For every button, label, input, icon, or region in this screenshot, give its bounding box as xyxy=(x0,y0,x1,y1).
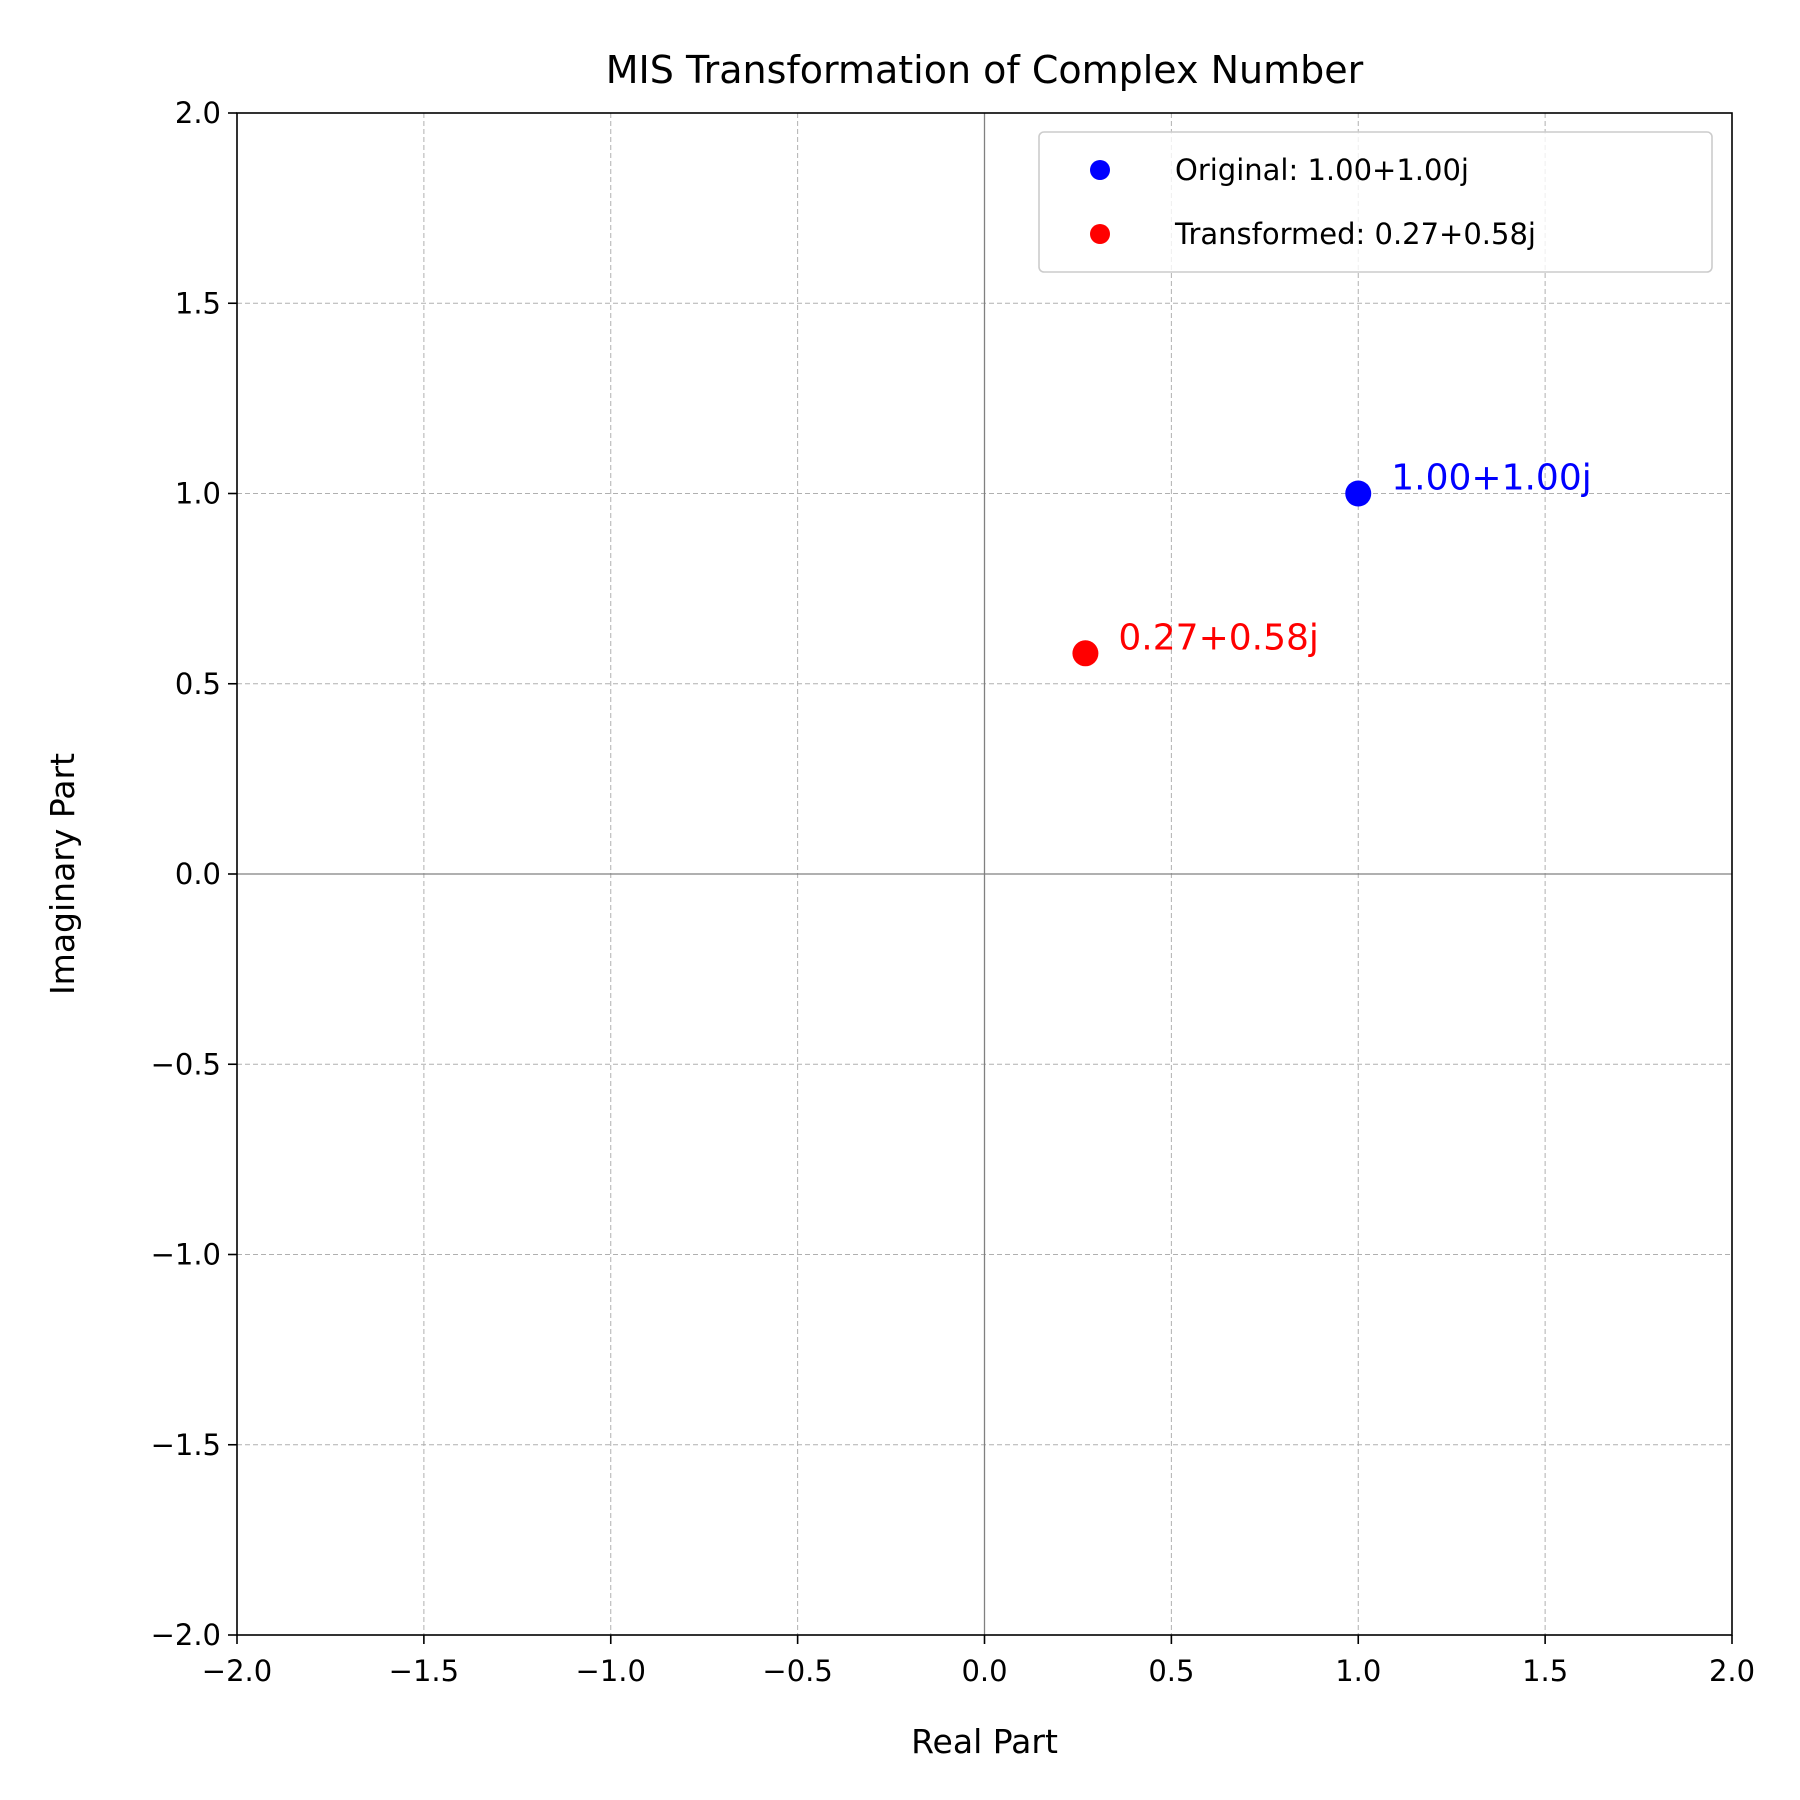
axis-ticks: −2.0 −1.5 −1.0 −0.5 0.0 0.5 1.0 1.5 2.0 −2.0 −1.5 −… xyxy=(151,96,1755,1688)
x-tick-label: 2.0 xyxy=(1709,1654,1755,1688)
legend-label-transformed: Transformed: 0.27+0.58j xyxy=(1174,217,1536,251)
y-tick-label: −2.0 xyxy=(151,1618,221,1652)
x-tick-label: −1.0 xyxy=(576,1654,646,1688)
zero-axis-lines xyxy=(237,113,1732,1635)
y-tick-label: 1.5 xyxy=(175,286,221,320)
chart-title: MIS Transformation of Complex Number xyxy=(606,48,1364,92)
y-tick-label: 0.5 xyxy=(175,667,221,701)
x-tick-label: −0.5 xyxy=(762,1654,832,1688)
x-tick-label: 1.5 xyxy=(1522,1654,1568,1688)
x-tick-label: 0.5 xyxy=(1148,1654,1194,1688)
legend-box xyxy=(1038,131,1713,273)
x-tick-label: −1.5 xyxy=(389,1654,459,1688)
data-label-transformed: 0.27+0.58j xyxy=(1118,617,1318,658)
legend-marker-original xyxy=(1090,160,1110,180)
legend-marker-transformed xyxy=(1090,224,1110,244)
y-tick-label: 2.0 xyxy=(175,96,221,130)
data-label-original: 1.00+1.00j xyxy=(1391,458,1591,499)
data-point-transformed xyxy=(1072,640,1099,667)
data-points: 1.00+1.00j 0.27+0.58j xyxy=(1072,458,1592,667)
y-axis-label: Imaginary Part xyxy=(43,753,82,995)
y-tick-label: 0.0 xyxy=(175,857,221,891)
x-axis-label: Real Part xyxy=(911,1722,1058,1761)
y-tick-label: −0.5 xyxy=(151,1047,221,1081)
legend-label-original: Original: 1.00+1.00j xyxy=(1175,153,1469,187)
x-tick-label: −2.0 xyxy=(202,1654,272,1688)
y-tick-label: 1.0 xyxy=(175,477,221,511)
y-tick-label: −1.0 xyxy=(151,1238,221,1272)
x-tick-label: 0.0 xyxy=(961,1654,1007,1688)
legend: Original: 1.00+1.00j Transformed: 0.27+0… xyxy=(1038,131,1713,273)
x-tick-label: 1.0 xyxy=(1335,1654,1381,1688)
data-point-original xyxy=(1345,480,1372,507)
y-tick-label: −1.5 xyxy=(151,1428,221,1462)
